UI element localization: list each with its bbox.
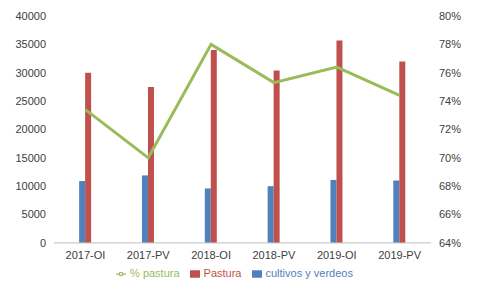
svg-text:15000: 15000 [15, 152, 46, 164]
html-text:% pastura: % pastura [130, 266, 180, 279]
svg-text:66%: 66% [439, 208, 461, 220]
svg-text:25000: 25000 [15, 95, 46, 107]
svg-text:30000: 30000 [15, 67, 46, 79]
svg-text:2019-OI: 2019-OI [317, 249, 357, 261]
svg-text:78%: 78% [439, 38, 461, 50]
svg-text:80%: 80% [439, 10, 461, 22]
svg-text:72%: 72% [439, 123, 461, 135]
svg-text:70%: 70% [439, 152, 461, 164]
svg-text:35000: 35000 [15, 38, 46, 50]
svg-text:76%: 76% [439, 67, 461, 79]
svg-text:2018-OI: 2018-OI [191, 249, 231, 261]
svg-text:2019-PV: 2019-PV [378, 249, 421, 261]
svg-text:2018-PV: 2018-PV [253, 249, 296, 261]
svg-text:2017-OI: 2017-OI [66, 249, 106, 261]
svg-text:2017-PV: 2017-PV [127, 249, 170, 261]
svg-text:40000: 40000 [15, 10, 46, 22]
svg-text:0: 0 [40, 237, 46, 249]
svg-text:64%: 64% [439, 237, 461, 249]
html-text:cultivos y verdeos: cultivos y verdeos [265, 266, 353, 279]
html-text:Pastura: Pastura [203, 266, 242, 279]
svg-text:74%: 74% [439, 95, 461, 107]
svg-text:10000: 10000 [15, 180, 46, 192]
svg-text:20000: 20000 [15, 123, 46, 135]
svg-text:68%: 68% [439, 180, 461, 192]
svg-text:5000: 5000 [22, 208, 46, 220]
